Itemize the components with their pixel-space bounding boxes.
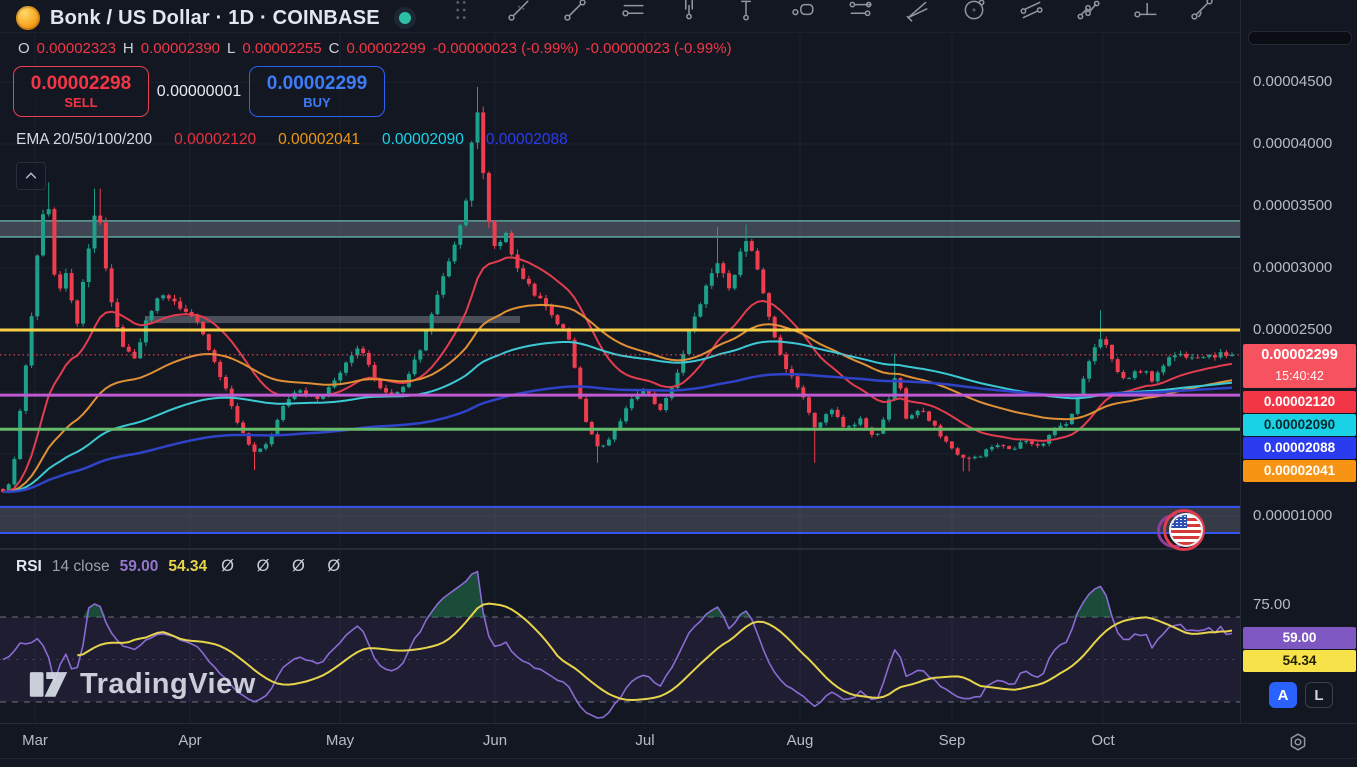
order-panel: 0.00002298 SELL 0.00000001 0.00002299 BU… xyxy=(13,66,385,117)
ema-price-label-0: 0.00002120 xyxy=(1243,391,1356,413)
price-axis[interactable]: 0.00002299 15:40:42 75.00 59.00 54.34 A … xyxy=(1240,0,1357,723)
toolbar-favorites xyxy=(448,0,1357,25)
rsi-pane-canvas[interactable] xyxy=(0,550,1240,723)
wedge-icon[interactable] xyxy=(904,0,930,25)
sell-button[interactable]: 0.00002298 SELL xyxy=(13,66,149,117)
sell-label: SELL xyxy=(64,94,98,110)
rsi-ma-label: 54.34 xyxy=(1243,650,1356,672)
price-tick: 0.00001000 xyxy=(1253,507,1333,524)
symbol-header[interactable]: Bonk / US Dollar · 1D · COINBASE xyxy=(16,4,416,32)
time-axis[interactable]: Mar Apr May Jun Jul Aug Sep Oct xyxy=(0,723,1357,767)
close-value: 0.00002299 xyxy=(346,40,426,57)
ema-price-label-3: 0.00002041 xyxy=(1243,460,1356,482)
ema-price-label-2: 0.00002088 xyxy=(1243,437,1356,459)
buy-button[interactable]: 0.00002299 BUY xyxy=(249,66,385,117)
ema-value-2: 0.00002090 xyxy=(381,131,464,148)
price-tick: 0.00004500 xyxy=(1253,73,1333,90)
bar-countdown: 15:40:42 xyxy=(1275,369,1324,383)
event-ring-red xyxy=(1163,509,1205,551)
close-label: C xyxy=(328,40,340,57)
price-scale-thumb[interactable] xyxy=(1248,31,1352,45)
extended-lines-icon[interactable] xyxy=(1075,0,1101,25)
drag-handle-icon[interactable] xyxy=(448,0,474,25)
pane-separator[interactable] xyxy=(0,548,1240,550)
market-status-indicator xyxy=(393,7,416,29)
time-tick-may: May xyxy=(325,732,355,749)
ohlc-readout: O 0.00002323 H 0.00002390 L 0.00002255 C 0.0… xyxy=(18,40,732,57)
price-tick: 0.00003000 xyxy=(1253,259,1333,276)
log-scale-button[interactable]: L xyxy=(1305,682,1333,708)
open-value: 0.00002323 xyxy=(36,40,116,57)
us-flag-event-icon[interactable] xyxy=(1155,506,1211,554)
trend-angle-icon[interactable] xyxy=(1189,0,1215,25)
us-flag-icon xyxy=(1169,513,1203,547)
trend-line-icon[interactable] xyxy=(562,0,588,25)
ema-value-3: 0.00002088 xyxy=(485,131,568,148)
rsi-value: 59.00 xyxy=(119,558,159,575)
bonk-coin-icon xyxy=(16,6,40,30)
rsi-axis-tick: 75.00 xyxy=(1253,596,1291,613)
vertical-line-icon[interactable] xyxy=(733,0,759,25)
pitchfork-icon[interactable] xyxy=(676,0,702,25)
ray-icon[interactable] xyxy=(505,0,531,25)
horizontal-ray-icon[interactable] xyxy=(1132,0,1158,25)
time-tick-sep: Sep xyxy=(938,732,966,749)
market-open-dot-icon xyxy=(398,12,411,24)
settings-gear-icon[interactable] xyxy=(1286,731,1310,755)
price-tick: 0.00003500 xyxy=(1253,197,1333,214)
time-tick-oct: Oct xyxy=(1091,732,1115,749)
change-value-2: -0.00000023 (-0.99%) xyxy=(585,40,732,57)
main-chart-canvas[interactable] xyxy=(0,0,1240,548)
rotated-rectangle-icon[interactable] xyxy=(790,0,816,25)
price-tick: 0.00004000 xyxy=(1253,135,1333,152)
low-value: 0.00002255 xyxy=(242,40,322,57)
low-label: L xyxy=(227,40,236,57)
rsi-ma-value: 54.34 xyxy=(168,558,208,575)
disjoint-channel-icon[interactable] xyxy=(1018,0,1044,25)
watermark-text: TradingView xyxy=(80,667,256,700)
time-tick-jul: Jul xyxy=(635,732,655,749)
ema-value-1: 0.00002041 xyxy=(278,131,360,148)
time-tick-apr: Apr xyxy=(178,732,202,749)
window-bottom-edge xyxy=(0,758,1357,759)
sell-price: 0.00002298 xyxy=(30,72,132,94)
price-tick: 0.00002500 xyxy=(1253,321,1333,338)
time-tick-aug: Aug xyxy=(786,732,814,749)
flag-canton xyxy=(1171,515,1187,528)
chevron-up-icon xyxy=(25,172,37,179)
open-label: O xyxy=(18,40,30,57)
high-label: H xyxy=(122,40,134,57)
spread-value: 0.00000001 xyxy=(156,82,242,100)
horizontal-lines-icon[interactable] xyxy=(619,0,645,25)
ema-indicator-legend[interactable]: EMA 20/50/100/200 0.00002120 0.00002041 0.… xyxy=(16,131,568,149)
current-price-label: 0.00002299 15:40:42 xyxy=(1243,344,1356,388)
flat-channel-icon[interactable] xyxy=(847,0,873,25)
auto-scale-button[interactable]: A xyxy=(1269,682,1297,708)
rsi-value-label: 59.00 xyxy=(1243,627,1356,649)
tradingview-watermark: TradingView xyxy=(28,666,256,702)
buy-label: BUY xyxy=(303,94,331,110)
high-value: 0.00002390 xyxy=(140,40,221,57)
current-price-value: 0.00002299 xyxy=(1261,347,1338,363)
time-tick-jun: Jun xyxy=(482,732,508,749)
collapse-legend-button[interactable] xyxy=(16,162,46,190)
rsi-empty-slots: Ø Ø Ø Ø xyxy=(221,557,350,575)
symbol-title[interactable]: Bonk / US Dollar · 1D · COINBASE xyxy=(50,6,380,29)
buy-price: 0.00002299 xyxy=(266,72,368,94)
tradingview-logo-icon xyxy=(29,672,68,697)
change-value: -0.00000023 (-0.99%) xyxy=(432,40,579,57)
ema-price-label-1: 0.00002090 xyxy=(1243,414,1356,436)
time-tick-mar: Mar xyxy=(22,732,48,749)
ema-legend-title: EMA 20/50/100/200 xyxy=(16,131,153,148)
circle-icon[interactable] xyxy=(961,0,987,25)
rsi-legend-params: 14 close xyxy=(51,558,110,575)
rsi-legend-title: RSI xyxy=(16,558,42,575)
ema-value-0: 0.00002120 xyxy=(174,131,257,148)
rsi-indicator-legend[interactable]: RSI 14 close 59.00 54.34 Ø Ø Ø Ø xyxy=(16,557,349,576)
